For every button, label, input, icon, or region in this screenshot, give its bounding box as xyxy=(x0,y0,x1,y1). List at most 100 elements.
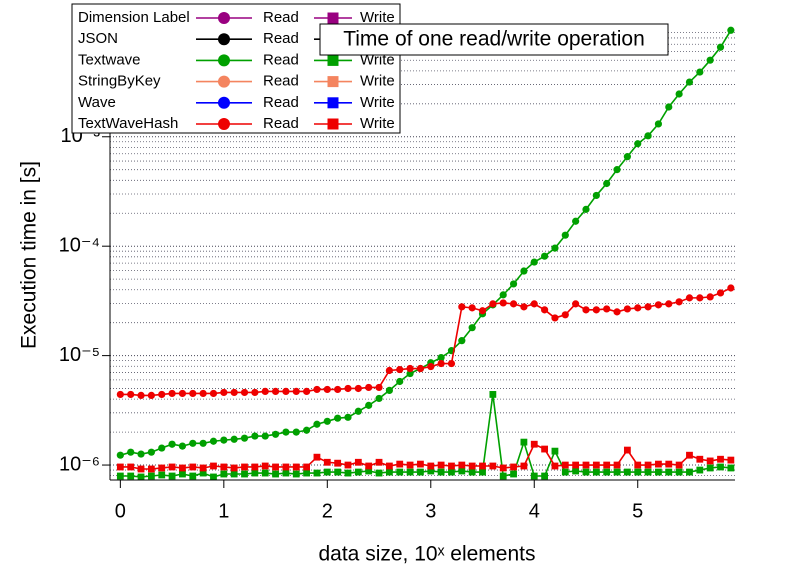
point xyxy=(127,472,135,480)
point xyxy=(375,469,383,477)
point xyxy=(344,469,352,477)
point xyxy=(323,385,331,394)
point xyxy=(282,469,290,477)
point xyxy=(396,365,404,374)
point xyxy=(323,468,331,476)
point xyxy=(623,305,631,313)
point xyxy=(468,304,476,312)
point xyxy=(240,434,249,442)
point xyxy=(654,301,663,309)
point xyxy=(282,387,290,395)
point xyxy=(220,470,228,478)
plot-area xyxy=(116,26,735,481)
point xyxy=(116,463,124,471)
point xyxy=(375,394,383,403)
x-tick-label: 0 xyxy=(115,500,126,522)
point xyxy=(127,390,135,399)
point xyxy=(210,462,217,470)
point xyxy=(168,463,176,471)
point xyxy=(592,468,600,476)
legend-entry: Read xyxy=(263,51,299,68)
point xyxy=(209,437,218,445)
point xyxy=(541,445,549,453)
point xyxy=(344,413,352,421)
point xyxy=(665,300,673,308)
y-tick-label: 10⁻⁶ xyxy=(59,453,100,475)
legend-entry: Read xyxy=(263,9,299,26)
point xyxy=(489,300,497,308)
point xyxy=(354,458,362,466)
point xyxy=(603,468,611,476)
point xyxy=(427,467,435,475)
point xyxy=(209,389,218,398)
point xyxy=(334,459,342,467)
point xyxy=(147,391,155,399)
y-tick-label: 10⁻⁴ xyxy=(59,234,100,256)
point xyxy=(634,461,642,469)
point xyxy=(696,466,704,474)
point xyxy=(251,432,259,440)
series-line xyxy=(120,287,732,397)
point xyxy=(706,293,714,301)
point xyxy=(603,179,611,188)
point xyxy=(303,463,311,471)
point xyxy=(303,387,311,395)
point xyxy=(199,464,207,472)
point xyxy=(220,463,228,471)
point xyxy=(210,473,217,481)
point xyxy=(478,307,487,315)
point xyxy=(613,166,621,174)
point xyxy=(686,468,693,476)
point xyxy=(147,472,155,480)
point xyxy=(634,468,642,476)
point xyxy=(354,468,362,476)
point xyxy=(427,362,435,371)
point xyxy=(561,311,569,319)
point xyxy=(406,461,414,469)
point xyxy=(313,469,321,477)
legend-entry: Read xyxy=(263,30,299,47)
point xyxy=(272,463,279,471)
point xyxy=(499,291,507,299)
point xyxy=(675,468,683,476)
point xyxy=(727,464,735,472)
point xyxy=(199,389,207,398)
point xyxy=(468,468,476,476)
point xyxy=(520,267,528,275)
point xyxy=(365,383,373,392)
legend-marker xyxy=(218,118,230,130)
point xyxy=(178,442,187,450)
point xyxy=(572,461,580,469)
point xyxy=(561,231,569,239)
point xyxy=(592,461,600,469)
point xyxy=(541,472,549,480)
point xyxy=(717,455,724,463)
legend-marker xyxy=(327,118,339,130)
point xyxy=(334,385,342,394)
legend-marker xyxy=(218,75,230,88)
point xyxy=(644,461,652,469)
point xyxy=(458,461,466,469)
point xyxy=(561,461,569,469)
point xyxy=(582,205,590,213)
point xyxy=(499,299,507,307)
point xyxy=(623,153,631,161)
point xyxy=(603,305,611,313)
point xyxy=(582,461,590,469)
x-axis-label: data size, 10ˣ elements xyxy=(318,543,535,566)
legend-marker xyxy=(327,76,339,88)
point xyxy=(168,389,176,398)
point xyxy=(437,461,445,469)
point xyxy=(520,462,528,470)
point xyxy=(385,366,393,375)
point xyxy=(572,217,580,225)
point xyxy=(334,414,342,422)
point xyxy=(685,78,694,86)
point xyxy=(499,472,507,480)
point xyxy=(706,457,714,465)
point xyxy=(665,460,673,468)
point xyxy=(251,463,259,471)
point xyxy=(655,460,662,468)
point xyxy=(613,468,621,476)
point xyxy=(479,468,486,476)
